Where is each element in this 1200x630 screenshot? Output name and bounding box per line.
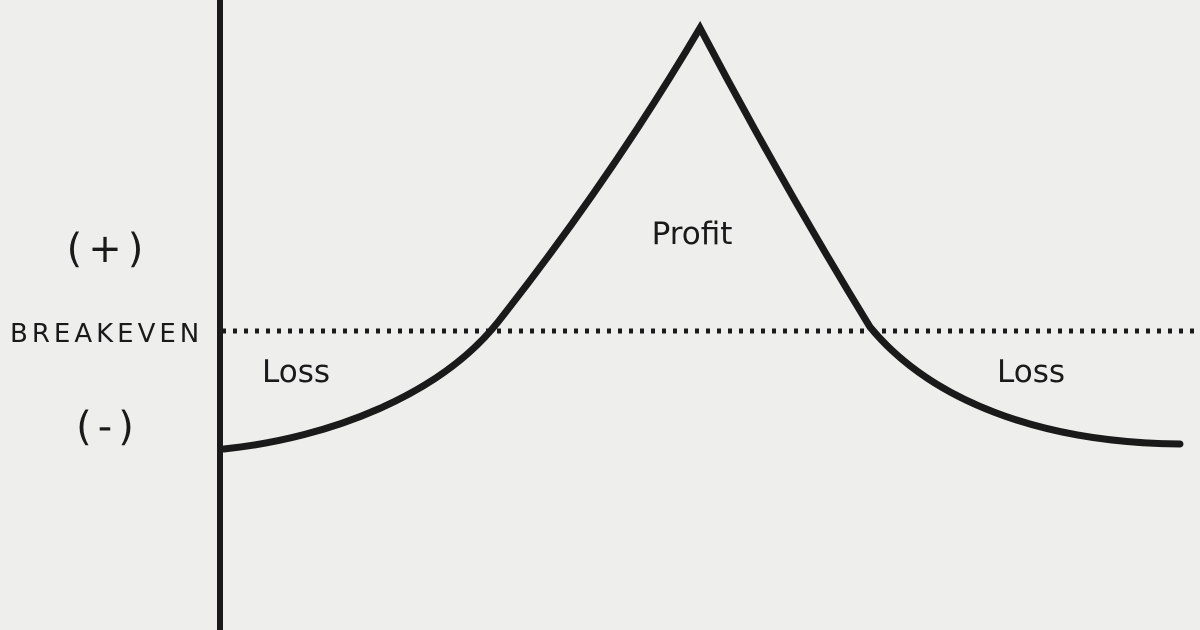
loss-label-left: Loss [262,354,330,390]
negative-label: (-) [76,404,140,450]
positive-label: (+) [67,226,150,272]
payoff-curve [220,20,1184,453]
breakeven-label: BREAKEVEN [10,319,203,349]
profit-label: Profit [652,216,733,252]
loss-label-right: Loss [997,354,1065,390]
